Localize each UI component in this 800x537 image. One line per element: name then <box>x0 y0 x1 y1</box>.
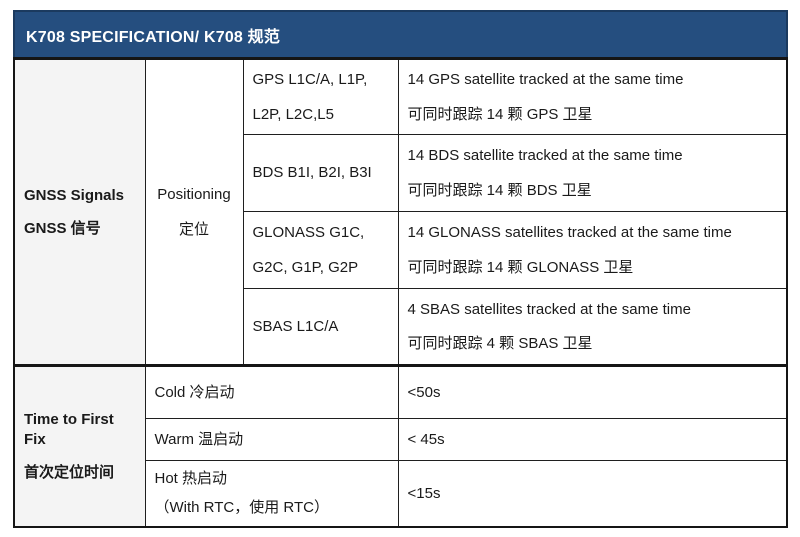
ttff-label-cell: Time to First Fix 首次定位时间 <box>13 364 146 527</box>
desc-en: 4 SBAS satellites tracked at the same ti… <box>407 300 691 318</box>
positioning-label-cell: Positioning 定位 <box>144 58 244 366</box>
specification-table: GNSS Signals GNSS 信号 Positioning 定位 GPS … <box>13 57 788 528</box>
signal-line: SBAS L1C/A <box>252 317 339 335</box>
desc-cell-sbas: 4 SBAS satellites tracked at the same ti… <box>397 288 788 366</box>
mode-cell-hot: Hot 热启动 （With RTC，使用 RTC） <box>144 460 399 527</box>
mode-line: Warm 温启动 <box>154 430 244 448</box>
value-cell-warm: < 45s <box>397 418 788 461</box>
positioning-label-zh: 定位 <box>178 220 209 238</box>
signal-line: L2P, L2C,L5 <box>252 105 334 123</box>
mode-cell-cold: Cold 冷启动 <box>144 364 399 419</box>
gnss-signals-section: GNSS Signals GNSS 信号 Positioning 定位 GPS … <box>13 58 788 366</box>
mode-line: （With RTC，使用 RTC） <box>154 499 329 517</box>
table-row: GLONASS G1C, G2C, G1P, G2P 14 GLONASS sa… <box>14 211 788 289</box>
spec-sheet: K708 SPECIFICATION/ K708 规范 GNSS Signals… <box>13 10 788 528</box>
desc-en: 14 GLONASS satellites tracked at the sam… <box>407 224 732 241</box>
table-row: Hot 热启动 （With RTC，使用 RTC） <15s <box>14 460 788 527</box>
table-row: GNSS Signals GNSS 信号 Positioning 定位 GPS … <box>13 58 788 366</box>
ttff-label-zh: 首次定位时间 <box>24 464 115 481</box>
signal-line: GLONASS G1C, <box>252 224 365 241</box>
value-cell-hot: <15s <box>397 460 788 527</box>
gnss-signals-label-cell: GNSS Signals GNSS 信号 <box>13 58 146 366</box>
mode-line: Cold 冷启动 <box>154 383 235 401</box>
value-cell-cold: <50s <box>397 364 788 419</box>
signal-line: BDS B1I, B2I, B3I <box>252 164 372 182</box>
table-row: Warm 温启动 < 45s <box>14 418 788 461</box>
page-title: K708 SPECIFICATION/ K708 规范 <box>26 28 281 46</box>
mode-cell-warm: Warm 温启动 <box>144 418 399 461</box>
desc-cell-gps: 14 GPS satellite tracked at the same tim… <box>397 58 788 135</box>
ttff-label-en: Time to First Fix <box>24 411 114 448</box>
signal-line: GPS L1C/A, L1P, <box>252 71 368 88</box>
desc-zh: 可同时跟踪 14 颗 BDS 卫星 <box>407 181 592 199</box>
table-title-bar: K708 SPECIFICATION/ K708 规范 <box>13 10 788 57</box>
desc-zh: 可同时跟踪 14 颗 GLONASS 卫星 <box>407 258 634 276</box>
desc-zh: 可同时跟踪 4 颗 SBAS 卫星 <box>407 335 593 352</box>
desc-zh: 可同时跟踪 14 颗 GPS 卫星 <box>407 105 593 123</box>
positioning-label-en: Positioning <box>157 186 231 203</box>
mode-line: Hot 热启动 <box>154 469 228 487</box>
gnss-label-en: GNSS Signals <box>24 186 125 204</box>
signal-cell-gps: GPS L1C/A, L1P, L2P, L2C,L5 <box>242 58 399 135</box>
desc-cell-bds: 14 BDS satellite tracked at the same tim… <box>397 134 788 212</box>
gnss-label-zh: GNSS 信号 <box>24 220 101 237</box>
desc-en: 14 BDS satellite tracked at the same tim… <box>407 147 683 164</box>
table-row: Time to First Fix 首次定位时间 Cold 冷启动 <50s <box>13 364 788 527</box>
time-to-first-fix-section: Time to First Fix 首次定位时间 Cold 冷启动 <50s W… <box>13 364 788 527</box>
signal-cell-glonass: GLONASS G1C, G2C, G1P, G2P <box>242 211 399 289</box>
table-row: SBAS L1C/A 4 SBAS satellites tracked at … <box>14 288 788 366</box>
desc-en: 14 GPS satellite tracked at the same tim… <box>407 71 684 88</box>
signal-line: G2C, G1P, G2P <box>252 258 359 276</box>
signal-cell-sbas: SBAS L1C/A <box>242 288 399 366</box>
signal-cell-bds: BDS B1I, B2I, B3I <box>242 134 399 212</box>
desc-cell-glonass: 14 GLONASS satellites tracked at the sam… <box>397 211 788 289</box>
table-row: BDS B1I, B2I, B3I 14 BDS satellite track… <box>14 134 788 212</box>
